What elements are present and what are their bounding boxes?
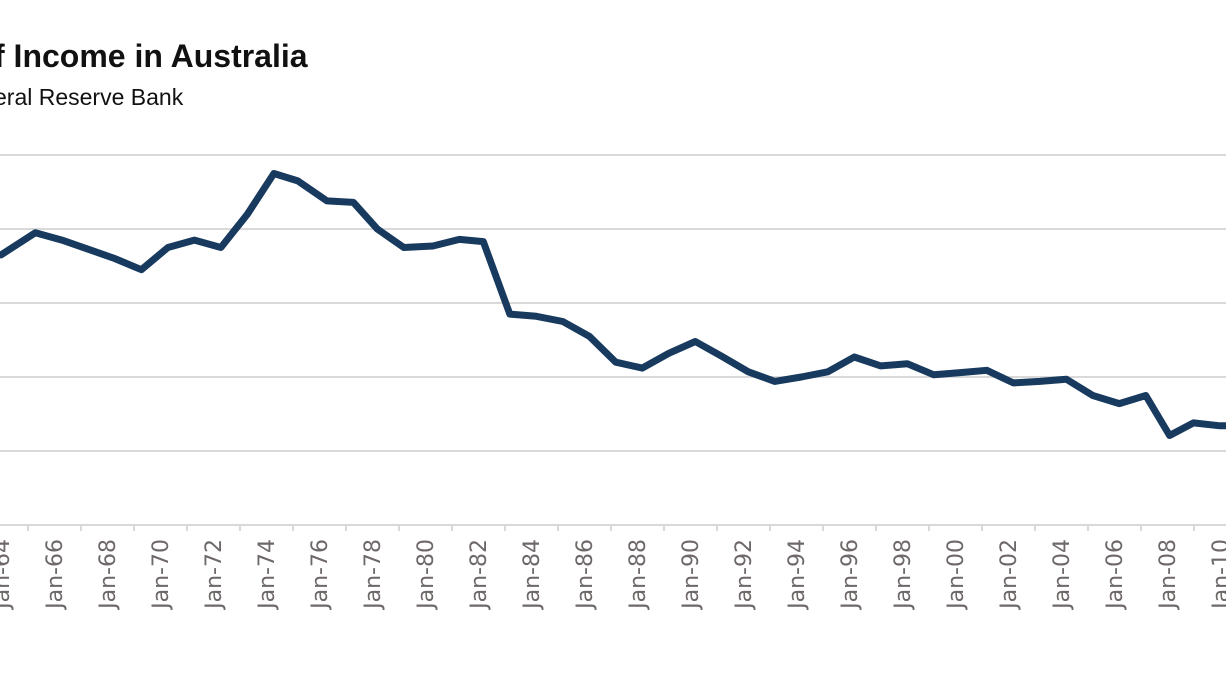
x-tick-label: Jan-84 xyxy=(520,539,545,611)
x-tick-label: Jan-76 xyxy=(308,539,333,611)
x-tick-label: Jan-10 xyxy=(1209,539,1226,611)
x-tick-label: Jan-68 xyxy=(96,539,121,611)
x-axis: Jan-64 Jan-66 Jan-68 Jan-70 Jan-72 Jan-74 Jan-… xyxy=(0,525,1226,611)
x-tick-label: Jan-66 xyxy=(43,539,68,611)
x-tick-label: Jan-04 xyxy=(1050,539,1075,611)
chart-title: f Income in Australia xyxy=(0,38,308,74)
chart-subtitle: eral Reserve Bank xyxy=(0,84,184,110)
x-tick-label: Jan-86 xyxy=(573,539,598,611)
gridlines xyxy=(0,154,1226,526)
x-tick-label: Jan-94 xyxy=(785,539,810,611)
series-layer xyxy=(0,170,1226,439)
x-tick-label: Jan-72 xyxy=(202,539,227,611)
x-tick-label: Jan-70 xyxy=(149,539,174,611)
x-tick-label: Jan-80 xyxy=(414,539,439,611)
x-tick-label: Jan-64 xyxy=(0,539,15,611)
x-tick-label: Jan-74 xyxy=(255,539,280,611)
x-tick-label: Jan-78 xyxy=(361,539,386,611)
x-tick-label: Jan-90 xyxy=(679,539,704,611)
x-tick-label: Jan-06 xyxy=(1103,539,1128,611)
series-line xyxy=(0,170,1226,439)
x-tick-label: Jan-82 xyxy=(467,539,492,611)
x-tick-label: Jan-98 xyxy=(891,539,916,611)
x-tick-label: Jan-00 xyxy=(944,539,969,611)
x-tick-label: Jan-08 xyxy=(1156,539,1181,611)
x-tick-label: Jan-88 xyxy=(626,539,651,611)
x-tick-label: Jan-02 xyxy=(997,539,1022,611)
x-tick-label: Jan-96 xyxy=(838,539,863,611)
x-tick-label: Jan-92 xyxy=(732,539,757,611)
